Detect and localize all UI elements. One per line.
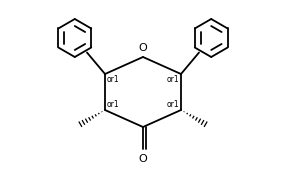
Text: or1: or1 bbox=[107, 75, 120, 84]
Text: O: O bbox=[139, 154, 147, 164]
Text: or1: or1 bbox=[166, 75, 179, 84]
Text: O: O bbox=[139, 43, 147, 53]
Text: or1: or1 bbox=[166, 100, 179, 109]
Text: or1: or1 bbox=[107, 100, 120, 109]
